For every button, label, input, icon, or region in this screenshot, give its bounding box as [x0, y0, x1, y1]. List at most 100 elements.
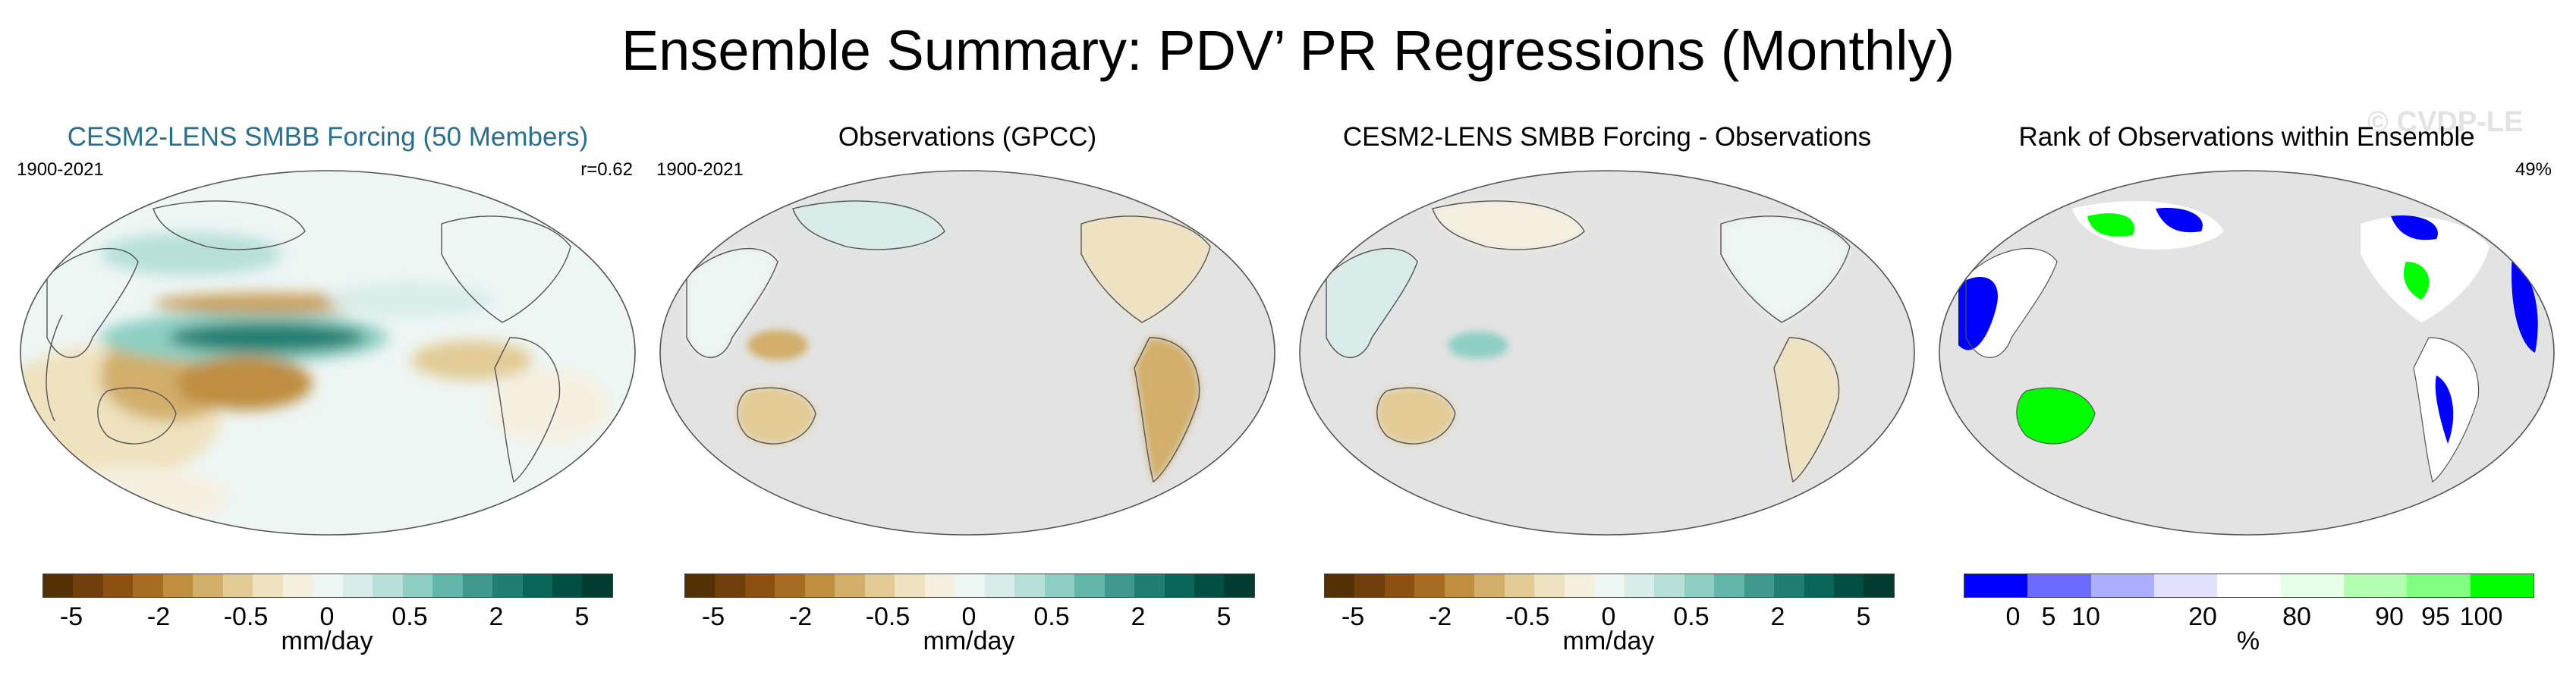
land-rank [2403, 262, 2430, 300]
colorbar-tick: -5 [701, 602, 725, 631]
map-difference [1299, 170, 1915, 536]
land-anomaly [1433, 201, 1584, 250]
colorbar-swatch [1684, 574, 1715, 597]
colorbar-swatch [2407, 574, 2471, 597]
land-rank [2016, 388, 2095, 444]
anomaly-region [100, 233, 282, 275]
anomaly-region [411, 341, 533, 380]
land-anomaly [737, 388, 816, 444]
colorbar-swatch [2217, 574, 2281, 597]
colorbar-observations [684, 574, 1255, 598]
colorbar-swatch [1134, 574, 1165, 597]
land-rank [2087, 213, 2134, 237]
map-frame [1299, 170, 1915, 536]
land-anomaly [1326, 248, 1417, 358]
colorbar-tick: -0.5 [1505, 602, 1550, 631]
colorbar-swatch [1624, 574, 1655, 597]
period-label-model: 1900-2021 [17, 159, 104, 180]
panel-difference: CESM2-LENS SMBB Forcing - Observations [1296, 121, 1918, 546]
anomaly-region [328, 283, 495, 316]
map-rank [1939, 170, 2555, 536]
land-rank [2156, 208, 2203, 233]
colorbar-swatch [744, 574, 775, 597]
colorbar-tick: -0.5 [865, 602, 911, 631]
colorbar-swatch [492, 574, 523, 597]
colorbar-swatch [313, 574, 343, 597]
panel-observations: Observations (GPCC) 1900-2021 [656, 121, 1279, 546]
colorbar-tick: 20 [2188, 602, 2217, 631]
coastlines [686, 200, 1211, 483]
colorbar-swatch [402, 574, 433, 597]
colorbar-swatch [2343, 574, 2408, 597]
colorbar-swatch [1354, 574, 1385, 597]
colorbar-tick: 80 [2282, 602, 2311, 631]
panel-rank: Rank of Observations within Ensemble 49% [1936, 121, 2558, 546]
colorbar-swatch [1654, 574, 1684, 597]
colorbar-swatch [1044, 574, 1075, 597]
coastlines [46, 200, 571, 483]
colorbar-swatch [1474, 574, 1505, 597]
colorbar-swatch [1414, 574, 1445, 597]
colorbar-tick: -2 [146, 602, 171, 631]
map-frame [659, 170, 1275, 536]
colorbar-tick: 0 [961, 602, 977, 631]
colorbar-swatch [2470, 574, 2534, 597]
colorbar-tick: -2 [788, 602, 813, 631]
colorbar-swatch [685, 574, 716, 597]
colorbar-swatch [432, 574, 463, 597]
colorbar-tick: 95 [2421, 602, 2450, 631]
colorbar-swatch [1384, 574, 1415, 597]
colorbar-swatch [1074, 574, 1105, 597]
anomaly-region [168, 322, 366, 353]
anomaly-region [153, 293, 381, 314]
colorbar-tick: -2 [1428, 602, 1452, 631]
colorbar-difference [1324, 574, 1895, 598]
colorbar-swatch [715, 574, 745, 597]
colorbar-model [42, 574, 613, 598]
land-anomaly [1448, 332, 1508, 359]
land-anomaly [687, 248, 778, 358]
map-frame [20, 170, 636, 536]
colorbar-tick: 5 [2041, 602, 2056, 631]
colorbar-swatch [282, 574, 313, 597]
land-anomaly [747, 330, 808, 360]
colorbar-unit: mm/day [281, 627, 373, 655]
land-anomaly [793, 201, 945, 250]
colorbar-swatch [162, 574, 193, 597]
colorbar-swatch [1774, 574, 1804, 597]
colorbar-tick: 10 [2071, 602, 2100, 631]
colorbar-swatch [73, 574, 103, 597]
colorbar-swatch [1224, 574, 1254, 597]
colorbar-tick: 2 [1131, 602, 1146, 631]
land-rank [2361, 216, 2490, 322]
colorbar-swatch [2280, 574, 2344, 597]
colorbar-swatch [102, 574, 134, 597]
panel-title-difference: CESM2-LENS SMBB Forcing - Observations [1342, 122, 1872, 152]
panel-title-model: CESM2-LENS SMBB Forcing (50 Members) [67, 122, 589, 152]
colorbar-unit: mm/day [923, 627, 1015, 655]
colorbar-swatch [462, 574, 493, 597]
colorbar-swatch [522, 574, 552, 597]
colorbar-swatch [1444, 574, 1475, 597]
colorbar-swatch [133, 574, 163, 597]
land-rank [1966, 248, 2057, 358]
colorbar-swatch [1504, 574, 1535, 597]
colorbar-tick: 0 [1601, 602, 1616, 631]
colorbar-swatch [1194, 574, 1225, 597]
land-anomaly [1134, 338, 1200, 482]
land-anomaly [1721, 216, 1850, 322]
colorbar-tick: 0 [319, 602, 335, 631]
panel-model: CESM2-LENS SMBB Forcing (50 Members) 190… [17, 121, 639, 546]
colorbar-swatch [955, 574, 985, 597]
coastlines [1965, 247, 2480, 482]
colorbar-swatch [775, 574, 805, 597]
colorbar-swatch [193, 574, 223, 597]
colorbar-tick: 0.5 [392, 602, 428, 631]
colorbar-swatch [1104, 574, 1135, 597]
colorbar-swatch [222, 574, 253, 597]
colorbar-swatch [1833, 574, 1864, 597]
colorbar-tick: 2 [489, 602, 504, 631]
colorbar-swatch [1804, 574, 1834, 597]
colorbar-swatch [43, 574, 74, 597]
figure-title: Ensemble Summary: PDV’ PR Regressions (M… [621, 19, 1955, 82]
